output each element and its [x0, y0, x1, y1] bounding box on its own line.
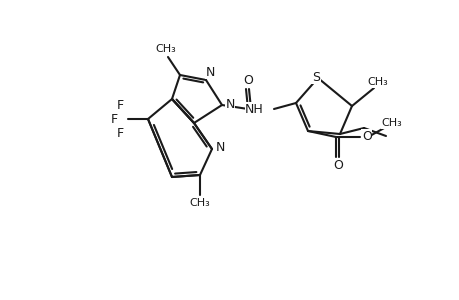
Text: N: N: [225, 98, 234, 110]
Text: CH₃: CH₃: [189, 198, 210, 208]
Text: O: O: [242, 74, 252, 86]
Text: N: N: [215, 140, 224, 154]
Text: O: O: [332, 158, 342, 172]
Text: O: O: [361, 130, 371, 142]
Text: F: F: [116, 98, 123, 112]
Text: CH₃: CH₃: [367, 77, 387, 87]
Text: NH: NH: [245, 103, 263, 116]
Text: CH₃: CH₃: [381, 118, 402, 128]
Text: S: S: [311, 70, 319, 83]
Text: F: F: [116, 127, 123, 140]
Text: N: N: [205, 65, 214, 79]
Text: F: F: [110, 112, 118, 125]
Text: CH₃: CH₃: [155, 44, 176, 54]
